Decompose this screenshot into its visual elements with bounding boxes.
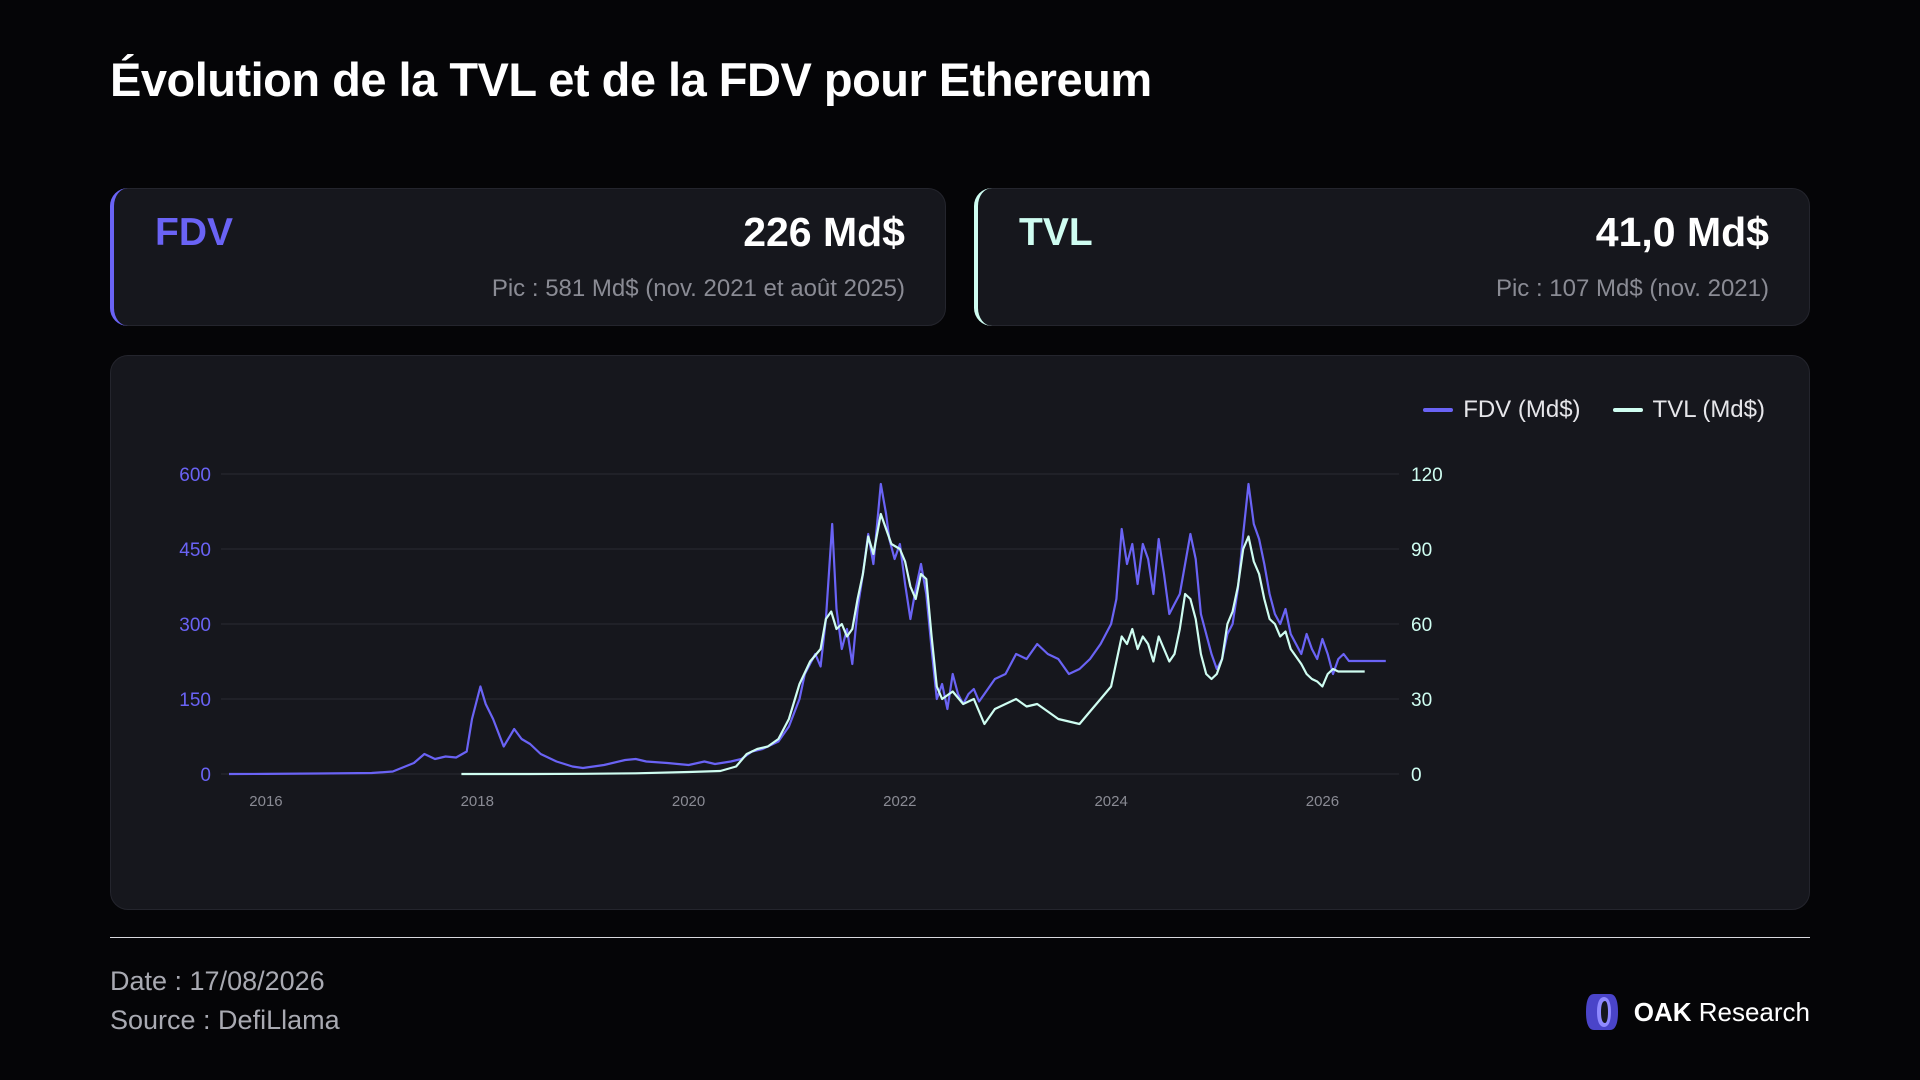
brand-name: OAK Research — [1634, 997, 1810, 1028]
tvl-card-value: 41,0 Md$ — [1595, 209, 1769, 255]
legend-item-fdv[interactable]: FDV (Md$) — [1423, 396, 1581, 424]
brand: OAK Research — [1584, 992, 1810, 1032]
fdv-card-accent — [110, 188, 128, 326]
oak-logo-icon — [1585, 994, 1618, 1030]
fdv-card: FDV 226 Md$ Pic : 581 Md$ (nov. 2021 et … — [110, 188, 946, 326]
fdv-card-peak: Pic : 581 Md$ (nov. 2021 et août 2025) — [491, 275, 905, 302]
x-tick-label: 2020 — [672, 793, 705, 810]
tvl-card: TVL 41,0 Md$ Pic : 107 Md$ (nov. 2021) — [974, 188, 1810, 326]
footer-date: Date : 17/08/2026 — [110, 966, 325, 996]
y-left-tick-label: 450 — [179, 540, 211, 561]
chart-legend: FDV (Md$) TVL (Md$) — [1423, 396, 1765, 424]
brand-name-rest: Research — [1691, 996, 1810, 1027]
legend-swatch-tvl — [1612, 408, 1643, 412]
y-right-tick-label: 60 — [1411, 615, 1432, 636]
footer-divider — [110, 937, 1810, 938]
x-tick-label: 2018 — [461, 793, 494, 810]
x-tick-label: 2016 — [249, 793, 282, 810]
legend-label-tvl: TVL (Md$) — [1652, 396, 1765, 423]
y-right-tick-label: 0 — [1411, 765, 1422, 786]
legend-label-fdv: FDV (Md$) — [1463, 396, 1581, 423]
x-tick-label: 2022 — [883, 793, 916, 810]
y-left-tick-label: 0 — [200, 765, 211, 786]
legend-item-tvl[interactable]: TVL (Md$) — [1612, 396, 1765, 424]
footer-source: Source : DefiLlama — [110, 1005, 340, 1035]
tvl-card-peak: Pic : 107 Md$ (nov. 2021) — [1495, 275, 1769, 302]
series-line-tvl — [461, 512, 1365, 776]
fdv-card-label: FDV — [155, 211, 233, 254]
fdv-card-value: 226 Md$ — [743, 209, 905, 255]
tvl-card-accent — [974, 188, 992, 326]
y-right-tick-label: 90 — [1411, 540, 1432, 561]
y-left-tick-label: 150 — [179, 690, 211, 711]
chart-panel: FDV (Md$) TVL (Md$) 0 0 150 30 300 60 450 90 600… — [110, 355, 1810, 910]
legend-swatch-fdv — [1423, 408, 1454, 412]
x-tick-label: 2024 — [1094, 793, 1127, 810]
y-right-tick-label: 120 — [1411, 465, 1443, 486]
y-left-tick-label: 300 — [179, 615, 211, 636]
brand-name-bold: OAK — [1633, 996, 1692, 1027]
y-left-tick-label: 600 — [179, 465, 211, 486]
series-line-fdv — [228, 482, 1386, 776]
y-right-tick-label: 30 — [1411, 690, 1432, 711]
x-tick-label: 2026 — [1306, 793, 1339, 810]
page-title: Évolution de la TVL et de la FDV pour Et… — [110, 53, 1152, 106]
line-chart: 0 0 150 30 300 60 450 90 600 120 2016 2018 2020 2022 2… — [179, 465, 1443, 810]
tvl-card-label: TVL — [1019, 211, 1093, 254]
